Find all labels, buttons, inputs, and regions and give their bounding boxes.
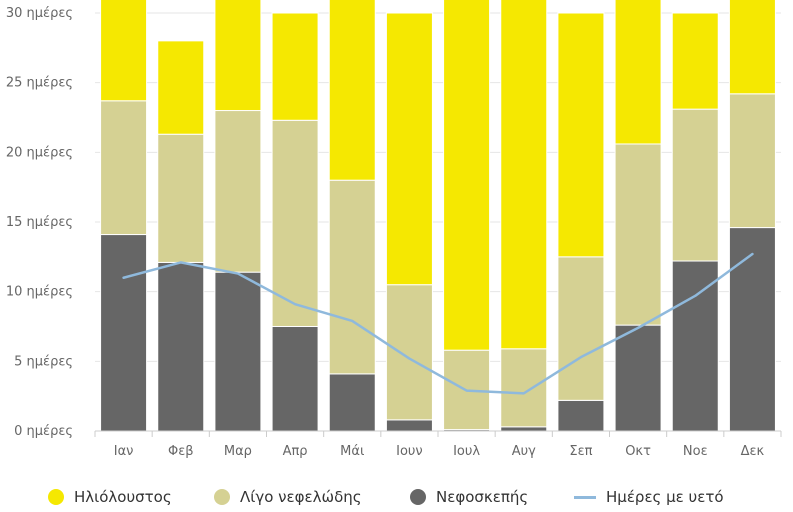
y-tick-label: 5 ημέρες [14, 354, 73, 369]
bar-segment[interactable] [443, 0, 491, 351]
bar-segment[interactable] [728, 0, 776, 95]
bar-segment[interactable] [214, 110, 262, 273]
legend-label-precipitation-days: Ημέρες με υετό [606, 488, 724, 506]
x-tick-label: Ιαν [114, 444, 134, 459]
legend-label-overcast: Νεφοσκεπής [436, 488, 529, 506]
bar-segment[interactable] [614, 143, 662, 326]
y-tick-label: 0 ημέρες [14, 424, 73, 439]
x-tick-label: Μαρ [224, 444, 252, 459]
x-tick-label: Απρ [283, 444, 308, 459]
x-axis: Ιαν Φεβ Μαρ Απρ Μάι Ιουν Ιουλ Αυγ Σεπ Οκτ Νοε Δεκ [94, 430, 782, 459]
legend-marker-sunny [48, 489, 64, 505]
x-tick-label: Οκτ [625, 444, 651, 459]
y-tick-label: 30 ημέρες [6, 6, 73, 21]
bar-segment[interactable] [500, 0, 548, 350]
grid-lines [95, 12, 781, 432]
bar-segment[interactable] [385, 419, 433, 432]
x-tick-label: Αυγ [512, 444, 536, 459]
bar-segment[interactable] [271, 119, 319, 327]
legend-item-precipitation-days[interactable]: Ημέρες με υετό [574, 488, 724, 506]
bar-segment[interactable] [500, 426, 548, 432]
y-tick-label: 15 ημέρες [6, 215, 73, 230]
x-tick-label: Ιουλ [453, 444, 480, 459]
bar-segment[interactable] [328, 0, 376, 181]
bar-segment[interactable] [671, 12, 719, 110]
legend-label-sunny: Ηλιόλουστος [74, 488, 172, 506]
y-tick-label: 25 ημέρες [6, 76, 73, 91]
bar-segment[interactable] [385, 284, 433, 421]
bar-segment[interactable] [500, 348, 548, 428]
legend-item-overcast[interactable]: Νεφοσκεπής [410, 488, 528, 506]
bar-segment[interactable] [214, 271, 262, 432]
bar-segment[interactable] [385, 12, 433, 286]
legend-label-partly-cloudy: Λίγο νεφελώδης [240, 488, 362, 506]
x-tick-label: Σεπ [569, 444, 592, 459]
bar-segment[interactable] [328, 373, 376, 432]
bar-segment[interactable] [100, 0, 148, 102]
legend-item-partly-cloudy[interactable]: Λίγο νεφελώδης [214, 488, 362, 506]
legend-marker-precipitation-days [574, 495, 596, 499]
bar-segment[interactable] [614, 0, 662, 145]
y-axis: 0 ημέρες 5 ημέρες 10 ημέρες 15 ημέρες 20 ημέ… [6, 6, 73, 439]
bar-segment[interactable] [557, 256, 605, 401]
x-tick-label: Ιουν [396, 444, 423, 459]
legend-marker-partly-cloudy [214, 489, 230, 505]
bar-segment[interactable] [271, 12, 319, 121]
bar-segment[interactable] [614, 324, 662, 432]
bar-segment[interactable] [100, 234, 148, 432]
bar-segment[interactable] [557, 12, 605, 258]
bar-segment[interactable] [214, 0, 262, 112]
bar-segment[interactable] [671, 108, 719, 262]
legend: Ηλιόλουστος Λίγο νεφελώδης Νεφοσκεπής Ημ… [0, 470, 793, 512]
bar-segment[interactable] [157, 40, 205, 135]
bar-segment[interactable] [157, 261, 205, 432]
y-tick-label: 10 ημέρες [6, 285, 73, 300]
x-tick-label: Μάι [340, 444, 364, 459]
bar-segment[interactable] [271, 326, 319, 432]
bar-segment[interactable] [671, 260, 719, 432]
y-tick-label: 20 ημέρες [6, 145, 73, 160]
bars [100, 0, 776, 432]
bar-segment[interactable] [328, 179, 376, 375]
precipitation-days-line[interactable] [122, 252, 754, 395]
bar-segment[interactable] [100, 100, 148, 236]
bar-segment[interactable] [728, 227, 776, 432]
legend-item-sunny[interactable]: Ηλιόλουστος [48, 488, 172, 506]
x-tick-label: Φεβ [168, 444, 194, 459]
cloud-cover-chart: 0 ημέρες 5 ημέρες 10 ημέρες 15 ημέρες 20 ημέ… [6, 0, 782, 459]
bar-segment[interactable] [157, 133, 205, 263]
legend-marker-overcast [410, 489, 426, 505]
x-tick-label: Δεκ [741, 444, 765, 459]
bar-segment[interactable] [728, 93, 776, 229]
x-tick-label: Νοε [683, 444, 708, 459]
precipitation-line-group [122, 252, 754, 395]
bar-segment[interactable] [557, 399, 605, 432]
